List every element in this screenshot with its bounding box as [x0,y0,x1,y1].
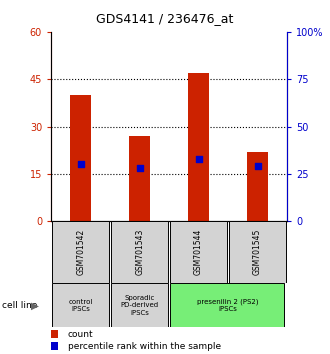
Point [196,156,201,161]
Text: GSM701543: GSM701543 [135,229,144,275]
Text: cell line: cell line [2,301,37,310]
Text: GSM701545: GSM701545 [253,229,262,275]
Bar [129,136,150,221]
Bar [111,221,168,283]
Text: GSM701544: GSM701544 [194,229,203,275]
Bar [111,283,168,327]
Bar [51,330,58,338]
Text: GSM701542: GSM701542 [76,229,85,275]
Bar [51,342,58,350]
Text: presenilin 2 (PS2)
iPSCs: presenilin 2 (PS2) iPSCs [197,298,259,312]
Text: count: count [68,330,93,339]
Point [78,161,83,167]
Text: ▶: ▶ [31,300,39,310]
Point [255,164,260,169]
Text: percentile rank within the sample: percentile rank within the sample [68,342,221,351]
Bar [170,283,283,327]
Text: control
IPSCs: control IPSCs [68,298,93,312]
Text: GDS4141 / 236476_at: GDS4141 / 236476_at [96,12,234,25]
Point [137,165,142,171]
Text: Sporadic
PD-derived
iPSCs: Sporadic PD-derived iPSCs [120,295,159,316]
Bar [70,95,91,221]
Bar [188,73,209,221]
Bar [170,221,227,283]
Bar [247,152,268,221]
Bar [52,221,109,283]
Bar [229,221,286,283]
Bar [52,283,109,327]
